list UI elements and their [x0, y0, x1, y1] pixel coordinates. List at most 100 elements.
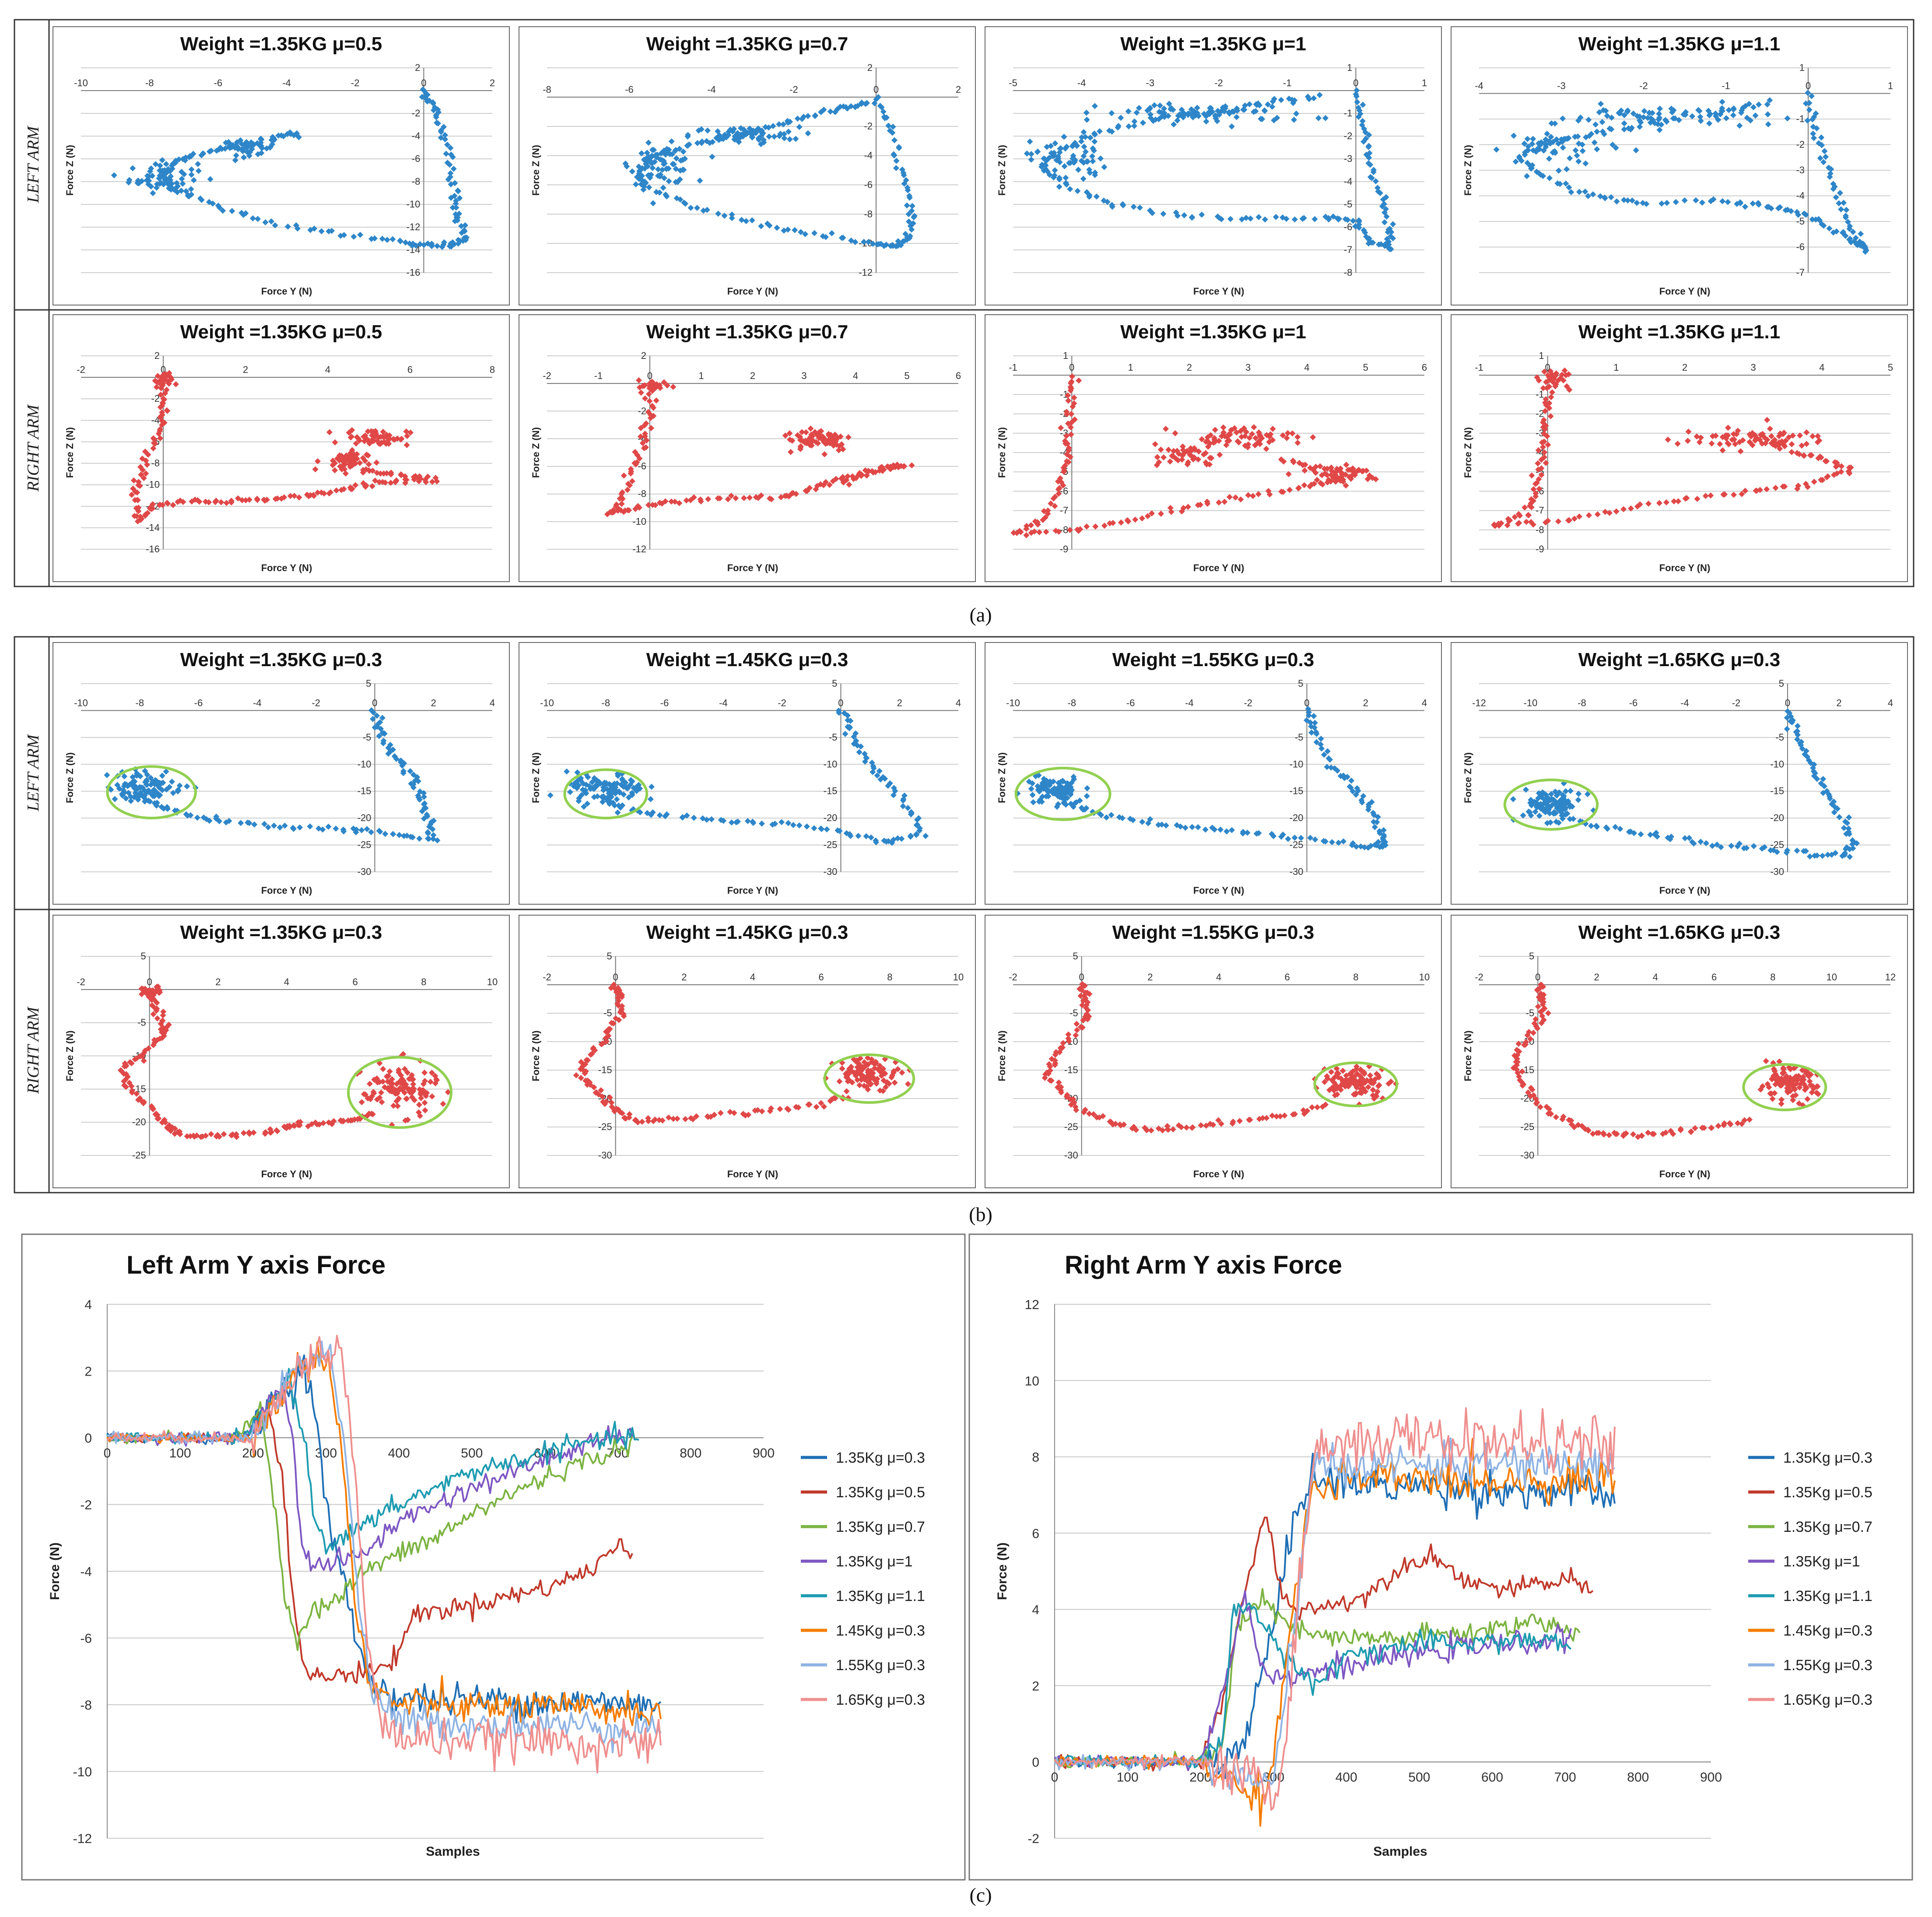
data-point — [761, 139, 767, 146]
data-point — [145, 174, 152, 180]
series-line — [106, 1334, 662, 1773]
scatter-panel-a-right-1: Weight =1.35KG μ=0.5-202468-16-14-12-10-… — [53, 314, 510, 582]
data-point — [803, 823, 810, 830]
data-point — [1365, 806, 1371, 813]
data-point — [1665, 834, 1671, 841]
data-point — [1285, 471, 1292, 477]
data-point — [848, 103, 854, 109]
x-axis-label: Force Y (N) — [261, 562, 312, 573]
data-point — [1370, 169, 1377, 176]
data-point — [1585, 512, 1592, 519]
data-point — [1851, 238, 1858, 245]
data-point — [1748, 433, 1754, 440]
data-point — [128, 798, 134, 804]
data-point — [1252, 442, 1259, 449]
data-point — [1023, 532, 1030, 538]
data-point — [1058, 1089, 1064, 1095]
y-tick-label: -30 — [1290, 866, 1304, 877]
data-point — [894, 461, 901, 468]
data-point — [874, 772, 880, 779]
data-point — [434, 119, 440, 126]
x-tick-label: 0 — [1304, 697, 1309, 708]
data-point — [1715, 1123, 1722, 1129]
data-point — [1290, 116, 1297, 123]
data-point — [1688, 1129, 1694, 1135]
data-point — [147, 781, 154, 788]
y-tick-label: -5 — [1775, 732, 1784, 743]
panel-title: Right Arm Y axis Force — [1065, 1251, 1342, 1279]
data-point — [332, 460, 338, 467]
data-point — [373, 459, 380, 466]
data-point — [340, 828, 347, 835]
data-point — [133, 513, 140, 520]
panel-title: Weight =1.65KG μ=0.3 — [1578, 922, 1780, 943]
y-tick-label: -7 — [1796, 267, 1805, 278]
x-tick-label: 0 — [372, 697, 377, 708]
data-point — [1567, 788, 1574, 794]
data-point — [1630, 110, 1637, 117]
y-axis-label: Force Z (N) — [530, 1030, 541, 1081]
data-point — [275, 132, 282, 139]
data-point — [1062, 180, 1069, 186]
data-point — [1537, 805, 1544, 812]
y-tick-label: -30 — [1520, 1150, 1534, 1161]
data-point — [1210, 1121, 1217, 1128]
data-point — [164, 407, 170, 414]
data-point — [200, 151, 206, 157]
data-point — [1359, 799, 1365, 806]
data-point — [1144, 513, 1151, 520]
data-point — [1570, 815, 1577, 822]
legend-label: 1.35Kg μ=1.1 — [836, 1588, 925, 1605]
data-point — [1198, 1122, 1204, 1129]
data-point — [1525, 147, 1531, 154]
data-point — [407, 768, 414, 774]
data-point — [1532, 481, 1539, 487]
data-point — [1670, 1131, 1676, 1137]
data-point — [1709, 433, 1716, 439]
data-point — [1071, 394, 1077, 401]
data-point — [379, 1078, 386, 1085]
data-point — [1330, 213, 1336, 220]
data-point — [350, 825, 357, 832]
data-point — [137, 773, 144, 779]
data-point — [1290, 1111, 1296, 1118]
data-point — [735, 132, 742, 139]
data-point — [877, 1062, 883, 1069]
data-point — [1317, 741, 1324, 748]
data-point — [1803, 441, 1810, 447]
data-point — [1708, 492, 1714, 499]
data-point — [1043, 529, 1049, 535]
data-point — [164, 500, 170, 506]
data-point — [575, 798, 582, 804]
data-point — [1814, 852, 1820, 859]
data-point — [1119, 201, 1126, 207]
data-point — [1224, 828, 1230, 835]
data-point — [1377, 190, 1383, 196]
data-point — [836, 1078, 843, 1085]
data-point — [807, 434, 814, 440]
data-point — [1792, 1092, 1799, 1099]
data-point — [1318, 745, 1325, 752]
data-point — [680, 148, 687, 155]
data-point — [154, 373, 161, 379]
data-point — [1322, 1101, 1329, 1108]
data-point — [1052, 1062, 1058, 1068]
data-point — [608, 782, 615, 789]
data-point — [1096, 128, 1103, 134]
data-point — [1109, 202, 1115, 208]
data-point — [208, 1131, 214, 1138]
data-point — [1375, 241, 1382, 248]
data-point — [1287, 487, 1293, 493]
data-point — [786, 430, 793, 437]
data-point — [600, 1040, 606, 1047]
data-point — [140, 1057, 147, 1064]
y-tick-label: -4 — [412, 130, 421, 141]
data-point — [1561, 367, 1568, 374]
data-point — [725, 132, 732, 138]
data-point — [121, 1063, 128, 1070]
data-point — [1310, 434, 1316, 441]
data-point — [1533, 169, 1540, 175]
y-tick-label: -15 — [598, 1064, 612, 1075]
x-tick-label: 5 — [1363, 362, 1368, 373]
data-point — [1082, 148, 1089, 155]
